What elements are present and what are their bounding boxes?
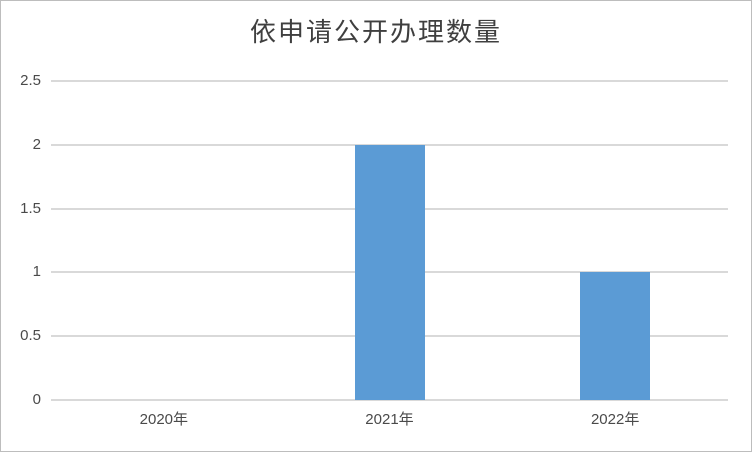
x-axis-category-label: 2020年: [139, 411, 189, 428]
y-axis-tick-label: 0: [32, 391, 41, 408]
x-axis-category-label: 2022年: [590, 411, 640, 428]
chart-title: 依申请公开办理数量: [249, 18, 502, 47]
y-axis-tick-label: 0.5: [20, 327, 41, 345]
gridline-y-0: [51, 399, 728, 401]
y-axis-tick-label: 2: [32, 135, 41, 153]
bar-2022年: [580, 272, 651, 400]
y-axis-tick-label: 1.5: [20, 199, 41, 217]
y-axis-tick-label: 2.5: [20, 72, 41, 89]
y-axis-tick-label: 1: [32, 263, 41, 281]
bar-2021年: [354, 144, 425, 400]
gridline-y-2.5: [51, 80, 728, 82]
x-axis-category-label: 2021年: [365, 411, 414, 428]
